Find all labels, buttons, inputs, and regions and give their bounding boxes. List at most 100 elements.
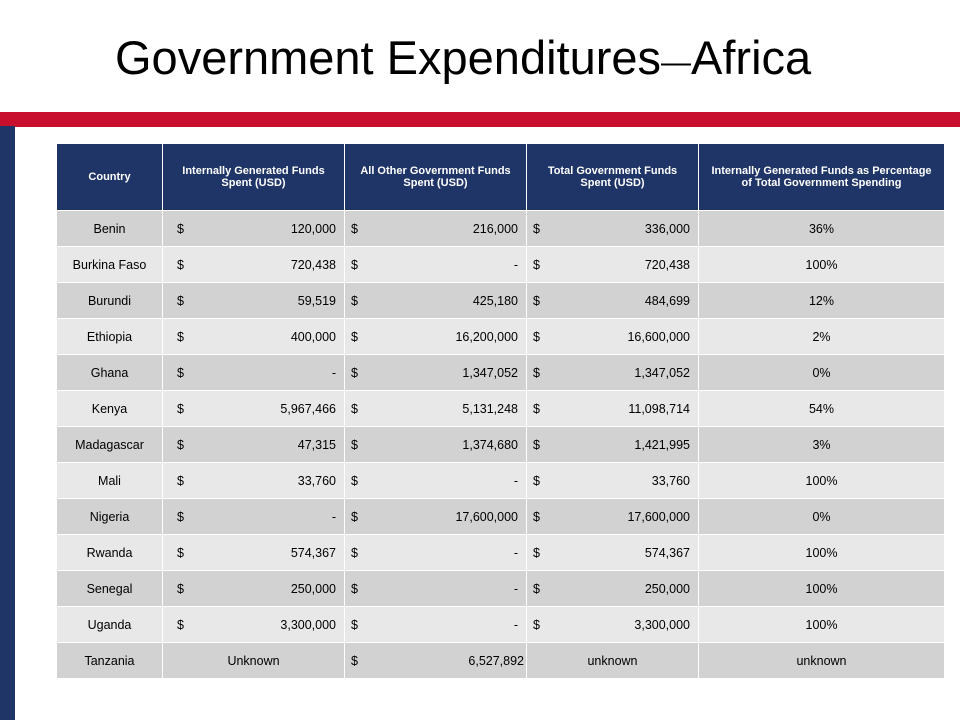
cell-other: $ - <box>344 534 527 571</box>
cell-country: Burkina Faso <box>56 246 163 283</box>
cell-percentage: 100% <box>698 570 945 607</box>
cell-country: Madagascar <box>56 426 163 463</box>
amount-value: 1,347,052 <box>462 365 518 380</box>
table-row: Nigeria $ - $17,600,000 $17,600,000 0% <box>56 498 945 535</box>
header-total: Total Government Funds Spent (USD) <box>526 143 699 211</box>
currency-symbol: $ <box>533 509 540 524</box>
cell-percentage: 100% <box>698 246 945 283</box>
currency-symbol: $ <box>533 293 540 308</box>
amount-value: 16,600,000 <box>627 329 690 344</box>
cell-country: Benin <box>56 210 163 247</box>
currency-symbol: $ <box>351 617 358 632</box>
amount-value: 33,760 <box>651 473 690 488</box>
table-row: Kenya $5,967,466 $5,131,248 $11,098,714 54% <box>56 390 945 427</box>
amount-value: 484,699 <box>644 293 690 308</box>
cell-internal: $33,760 <box>162 462 345 499</box>
cell-total: unknown <box>526 642 699 679</box>
currency-symbol: $ <box>351 653 358 668</box>
cell-total: $720,438 <box>526 246 699 283</box>
currency-symbol: $ <box>351 221 358 236</box>
amount-value: 216,000 <box>472 221 518 236</box>
cell-total: $33,760 <box>526 462 699 499</box>
cell-other: $216,000 <box>344 210 527 247</box>
title-main: Government Expenditures <box>115 31 662 84</box>
amount-value: 16,200,000 <box>455 329 518 344</box>
currency-symbol: $ <box>351 401 358 416</box>
currency-symbol: $ <box>177 617 184 632</box>
cell-percentage: 12% <box>698 282 945 319</box>
cell-other: $1,374,680 <box>344 426 527 463</box>
cell-total: $3,300,000 <box>526 606 699 643</box>
cell-other: $425,180 <box>344 282 527 319</box>
cell-internal: $59,519 <box>162 282 345 319</box>
currency-symbol: $ <box>533 329 540 344</box>
cell-country: Burundi <box>56 282 163 319</box>
cell-internal: $400,000 <box>162 318 345 355</box>
currency-symbol: $ <box>177 437 184 452</box>
currency-symbol: $ <box>351 293 358 308</box>
cell-percentage: 0% <box>698 498 945 535</box>
currency-symbol: $ <box>351 581 358 596</box>
cell-internal: $120,000 <box>162 210 345 247</box>
cell-total: $484,699 <box>526 282 699 319</box>
cell-percentage: 100% <box>698 462 945 499</box>
currency-symbol: $ <box>177 545 184 560</box>
currency-symbol: $ <box>177 329 184 344</box>
amount-value: 120,000 <box>290 221 336 236</box>
amount-value: 720,438 <box>644 257 690 272</box>
amount-value: - <box>513 257 518 272</box>
cell-percentage: 100% <box>698 534 945 571</box>
cell-country: Senegal <box>56 570 163 607</box>
cell-internal: $250,000 <box>162 570 345 607</box>
cell-total: $250,000 <box>526 570 699 607</box>
blue-side-bar <box>0 126 15 720</box>
cell-other: $5,131,248 <box>344 390 527 427</box>
amount-value: 336,000 <box>644 221 690 236</box>
currency-symbol: $ <box>177 293 184 308</box>
currency-symbol: $ <box>177 509 184 524</box>
amount-value: - <box>331 365 336 380</box>
amount-value: - <box>513 617 518 632</box>
amount-value: 1,347,052 <box>634 365 690 380</box>
currency-symbol: $ <box>533 365 540 380</box>
cell-other: $17,600,000 <box>344 498 527 535</box>
amount-value: 574,367 <box>644 545 690 560</box>
cell-total: $16,600,000 <box>526 318 699 355</box>
cell-total: $574,367 <box>526 534 699 571</box>
currency-symbol: $ <box>177 365 184 380</box>
amount-value: 574,367 <box>290 545 336 560</box>
header-other: All Other Government Funds Spent (USD) <box>344 143 527 211</box>
cell-internal: $ - <box>162 498 345 535</box>
amount-value: 6,527,892 <box>468 653 524 668</box>
currency-symbol: $ <box>533 221 540 236</box>
amount-value: 425,180 <box>472 293 518 308</box>
expenditures-table: Country Internally Generated Funds Spent… <box>56 143 945 679</box>
amount-value: 3,300,000 <box>634 617 690 632</box>
table-row: Uganda $3,300,000 $ - $3,300,000 100% <box>56 606 945 643</box>
cell-internal: $574,367 <box>162 534 345 571</box>
cell-percentage: 0% <box>698 354 945 391</box>
table-header-row: Country Internally Generated Funds Spent… <box>56 143 945 211</box>
cell-other: $16,200,000 <box>344 318 527 355</box>
currency-symbol: $ <box>177 401 184 416</box>
cell-internal: $720,438 <box>162 246 345 283</box>
currency-symbol: $ <box>177 473 184 488</box>
cell-internal: $5,967,466 <box>162 390 345 427</box>
amount-value: 1,374,680 <box>462 437 518 452</box>
amount-value: - <box>513 473 518 488</box>
currency-symbol: $ <box>533 401 540 416</box>
cell-percentage: 54% <box>698 390 945 427</box>
currency-symbol: $ <box>533 473 540 488</box>
currency-symbol: $ <box>351 365 358 380</box>
cell-other: $1,347,052 <box>344 354 527 391</box>
cell-internal: $3,300,000 <box>162 606 345 643</box>
cell-internal: $ - <box>162 354 345 391</box>
cell-other: $ - <box>344 462 527 499</box>
cell-other: $ - <box>344 570 527 607</box>
cell-country: Ethiopia <box>56 318 163 355</box>
amount-value: 59,519 <box>297 293 336 308</box>
table-row: Rwanda $574,367 $ - $574,367 100% <box>56 534 945 571</box>
cell-other: $ - <box>344 246 527 283</box>
page-title: Government Expenditures—Africa <box>115 30 811 85</box>
cell-total: $336,000 <box>526 210 699 247</box>
